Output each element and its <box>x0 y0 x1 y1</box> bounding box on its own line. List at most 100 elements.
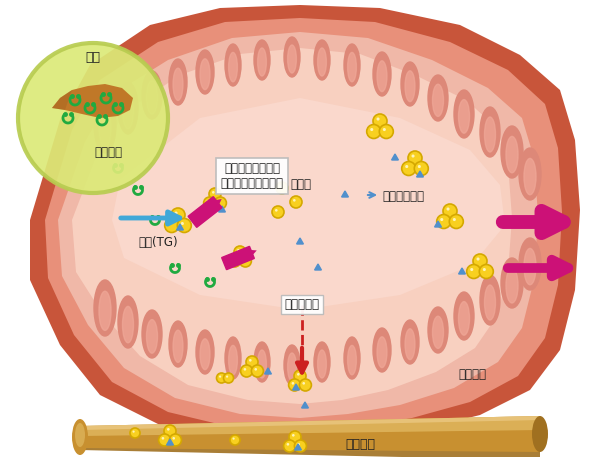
Text: リンパ管: リンパ管 <box>345 439 375 452</box>
Ellipse shape <box>254 342 270 382</box>
Circle shape <box>467 265 481 278</box>
Circle shape <box>233 437 235 440</box>
Ellipse shape <box>99 108 111 148</box>
Circle shape <box>289 431 301 443</box>
Ellipse shape <box>146 80 157 114</box>
Circle shape <box>298 443 300 446</box>
Ellipse shape <box>433 84 443 117</box>
Ellipse shape <box>142 310 162 358</box>
Polygon shape <box>80 416 540 452</box>
Circle shape <box>470 268 473 271</box>
Bar <box>221 246 254 270</box>
Circle shape <box>370 128 373 131</box>
Circle shape <box>232 258 234 260</box>
Circle shape <box>379 124 394 138</box>
Circle shape <box>473 254 487 268</box>
Circle shape <box>161 437 164 440</box>
Ellipse shape <box>284 345 300 385</box>
Ellipse shape <box>485 117 496 152</box>
Circle shape <box>229 255 241 267</box>
Circle shape <box>171 208 185 222</box>
Ellipse shape <box>94 97 116 153</box>
Polygon shape <box>112 98 505 310</box>
Text: 脈質の吸収: 脈質の吸収 <box>284 298 320 311</box>
Polygon shape <box>80 418 540 457</box>
Circle shape <box>453 218 456 221</box>
Text: グリセロール: グリセロール <box>382 190 424 203</box>
Ellipse shape <box>501 258 523 308</box>
Ellipse shape <box>458 302 470 335</box>
Circle shape <box>168 222 171 225</box>
Circle shape <box>178 218 191 233</box>
Text: オブリーンによる
リパーゼ活性の阙害: オブリーンによる リパーゼ活性の阙害 <box>221 162 284 190</box>
Polygon shape <box>314 264 322 270</box>
Circle shape <box>164 218 179 233</box>
Ellipse shape <box>225 44 241 86</box>
Circle shape <box>212 191 215 194</box>
Ellipse shape <box>287 353 296 381</box>
Circle shape <box>443 204 457 218</box>
Circle shape <box>206 200 209 202</box>
Text: 脈肪酸: 脈肪酸 <box>290 178 311 191</box>
Circle shape <box>244 368 246 371</box>
Circle shape <box>181 222 184 225</box>
Circle shape <box>18 43 168 193</box>
Circle shape <box>133 430 134 433</box>
Ellipse shape <box>254 40 270 80</box>
Ellipse shape <box>257 350 266 378</box>
Bar <box>188 197 222 228</box>
Ellipse shape <box>485 285 496 320</box>
Polygon shape <box>458 268 466 274</box>
Circle shape <box>219 376 221 377</box>
Polygon shape <box>302 402 308 408</box>
Ellipse shape <box>519 148 541 200</box>
Ellipse shape <box>118 296 138 348</box>
Ellipse shape <box>506 268 518 303</box>
Circle shape <box>241 365 253 377</box>
Circle shape <box>287 443 289 446</box>
Ellipse shape <box>122 92 133 129</box>
Polygon shape <box>167 439 173 445</box>
Circle shape <box>249 359 251 361</box>
Circle shape <box>479 265 493 278</box>
Ellipse shape <box>118 82 138 134</box>
Ellipse shape <box>317 48 326 76</box>
Ellipse shape <box>501 126 523 178</box>
Circle shape <box>246 356 258 368</box>
Ellipse shape <box>454 292 474 340</box>
Circle shape <box>377 117 380 121</box>
Ellipse shape <box>405 71 415 101</box>
Ellipse shape <box>287 45 296 73</box>
Circle shape <box>383 128 386 131</box>
Circle shape <box>203 197 215 209</box>
Circle shape <box>449 214 463 228</box>
Ellipse shape <box>196 50 214 94</box>
Circle shape <box>175 212 178 215</box>
Ellipse shape <box>257 48 266 76</box>
Ellipse shape <box>146 319 157 353</box>
Ellipse shape <box>519 238 541 290</box>
Ellipse shape <box>75 423 85 447</box>
Circle shape <box>292 382 294 385</box>
Circle shape <box>437 214 451 228</box>
Ellipse shape <box>405 329 415 360</box>
Ellipse shape <box>72 419 88 455</box>
Ellipse shape <box>458 100 470 133</box>
Polygon shape <box>80 416 540 430</box>
Polygon shape <box>52 84 133 118</box>
Circle shape <box>483 268 486 271</box>
Ellipse shape <box>99 291 111 330</box>
Text: リパーゼ: リパーゼ <box>94 146 122 159</box>
Polygon shape <box>72 48 512 404</box>
Ellipse shape <box>173 68 183 101</box>
Circle shape <box>284 440 296 452</box>
Circle shape <box>130 428 140 438</box>
Circle shape <box>418 165 421 168</box>
Circle shape <box>275 209 278 212</box>
Circle shape <box>217 373 227 383</box>
Polygon shape <box>341 191 349 197</box>
Circle shape <box>167 428 170 430</box>
Circle shape <box>302 382 305 385</box>
Polygon shape <box>265 368 271 374</box>
Circle shape <box>414 161 428 175</box>
